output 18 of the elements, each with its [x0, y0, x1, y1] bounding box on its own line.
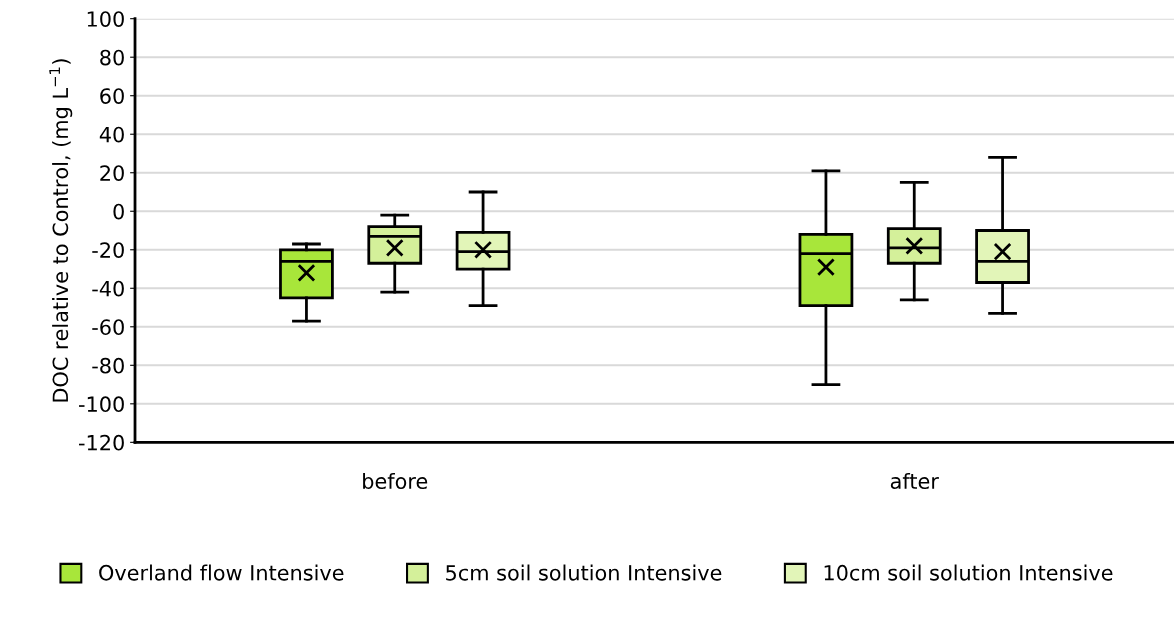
- y-tick-label: -100: [79, 396, 124, 413]
- x-tick-label: before: [363, 472, 428, 490]
- y-tick-label: -120: [79, 434, 124, 451]
- y-tick-label: 20: [100, 165, 124, 181]
- legend-label: Overland flow Intensive: [99, 564, 344, 581]
- y-tick-label: -40: [92, 280, 124, 297]
- y-axis-title: DOC relative to Control, (mg L$^{−1}$): [49, 59, 73, 402]
- y-tick-label: 0: [113, 203, 124, 220]
- y-tick-label: 40: [99, 126, 124, 143]
- y-tick-label: 60: [100, 88, 124, 104]
- y-tick-label: -80: [92, 357, 124, 374]
- y-tick-label: 100: [87, 11, 124, 27]
- y-tick-label: -60: [92, 319, 124, 335]
- x-tick-label: after: [890, 472, 939, 490]
- y-tick-label: 80: [100, 49, 124, 66]
- y-tick-label: -20: [92, 242, 124, 258]
- legend-label: 5cm soil solution Intensive: [446, 564, 722, 581]
- legend-label: 10cm soil solution Intensive: [824, 564, 1113, 581]
